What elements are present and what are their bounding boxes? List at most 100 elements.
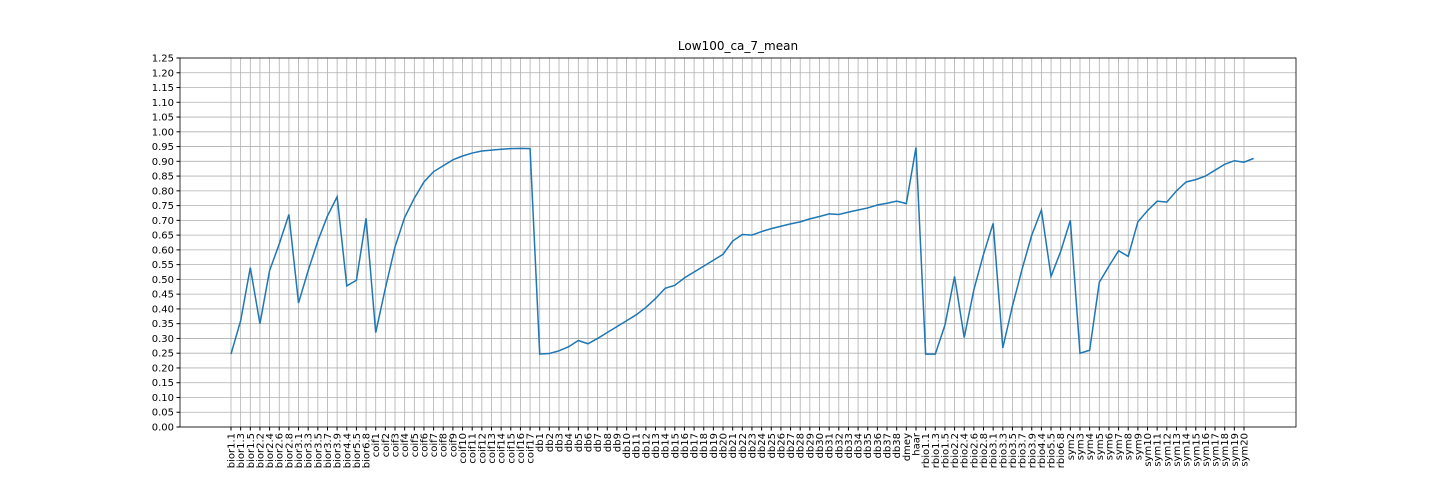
x-tick-label: db15 xyxy=(670,433,681,458)
x-tick-label: sym9 xyxy=(1133,433,1144,460)
x-tick-label: coif8 xyxy=(439,433,450,457)
x-tick-label: db34 xyxy=(854,433,865,458)
x-tick-label: db22 xyxy=(738,433,749,458)
x-tick-label: db5 xyxy=(574,433,585,452)
x-tick-label: db25 xyxy=(767,433,778,458)
x-tick-label: sym15 xyxy=(1191,433,1202,467)
x-tick-label: db18 xyxy=(699,433,710,458)
x-tick-label: coif14 xyxy=(497,433,508,464)
y-tick-label: 0.25 xyxy=(152,349,174,360)
y-tick-label: 0.55 xyxy=(152,260,174,271)
x-tick-label: bior5.5 xyxy=(352,433,363,468)
y-tick-label: 1.25 xyxy=(152,54,174,65)
x-tick-label: rbio2.2 xyxy=(950,433,961,468)
x-tick-label: db7 xyxy=(593,433,604,452)
y-tick-label: 1.20 xyxy=(152,68,174,79)
y-tick-label: 0.95 xyxy=(152,142,174,153)
x-tick-label: rbio3.1 xyxy=(989,433,1000,468)
x-tick-label: bior1.5 xyxy=(246,433,257,468)
x-tick-label: db31 xyxy=(825,433,836,458)
x-tick-label: bior2.6 xyxy=(275,433,286,468)
x-tick-label: sym13 xyxy=(1172,433,1183,467)
x-tick-label: rbio1.3 xyxy=(931,433,942,468)
x-tick-label: coif17 xyxy=(526,433,537,464)
x-tick-label: coif16 xyxy=(516,433,527,464)
x-tick-label: sym17 xyxy=(1211,433,1222,467)
y-tick-label: 1.15 xyxy=(152,83,174,94)
x-tick-label: sym8 xyxy=(1124,433,1135,460)
x-tick-label: sym19 xyxy=(1230,433,1241,467)
y-tick-label: 0.10 xyxy=(152,393,174,404)
x-tick-label: rbio3.5 xyxy=(1008,433,1019,468)
x-tick-label: rbio4.4 xyxy=(1037,433,1048,468)
x-tick-label: sym12 xyxy=(1162,433,1173,467)
x-tick-label: db36 xyxy=(873,433,884,458)
x-tick-label: sym10 xyxy=(1143,433,1154,467)
data-line xyxy=(230,147,1254,355)
y-tick-label: 0.30 xyxy=(152,334,174,345)
x-tick-label: bior2.8 xyxy=(284,433,295,468)
x-tick-label: db20 xyxy=(719,433,730,458)
x-tick-label: sym7 xyxy=(1114,433,1125,460)
x-tick-label: coif6 xyxy=(419,433,430,457)
y-tick-label: 0.50 xyxy=(152,275,174,286)
x-tick-label: rbio3.9 xyxy=(1027,433,1038,468)
y-tick-label: 0.70 xyxy=(152,216,174,227)
x-tick-label: sym2 xyxy=(1066,433,1077,460)
y-tick-label: 1.05 xyxy=(152,113,174,124)
x-tick-label: coif1 xyxy=(371,433,382,457)
x-tick-label: bior2.4 xyxy=(265,433,276,468)
y-tick-label: 0.35 xyxy=(152,319,174,330)
x-tick-label: db2 xyxy=(545,433,556,452)
x-tick-label: rbio2.8 xyxy=(979,433,990,468)
x-tick-label: db28 xyxy=(796,433,807,458)
x-tick-label: coif13 xyxy=(487,433,498,464)
x-tick-label: coif2 xyxy=(381,433,392,457)
x-tick-label: rbio1.1 xyxy=(921,433,932,468)
x-tick-label: bior3.9 xyxy=(333,433,344,468)
x-tick-label: rbio3.3 xyxy=(998,433,1009,468)
x-tick-label: db33 xyxy=(844,433,855,458)
plot-frame xyxy=(179,57,1297,428)
x-tick-label: db37 xyxy=(883,433,894,458)
x-tick-label: db27 xyxy=(786,433,797,458)
x-tick-label: db29 xyxy=(805,433,816,458)
x-tick-label: db30 xyxy=(815,433,826,458)
x-tick-label: bior2.2 xyxy=(255,433,266,468)
x-tick-label: coif5 xyxy=(410,433,421,457)
x-tick-label: sym11 xyxy=(1153,433,1164,467)
x-tick-label: rbio3.7 xyxy=(1018,433,1029,468)
x-tick-label: bior4.4 xyxy=(342,433,353,468)
x-tick-label: db12 xyxy=(641,433,652,458)
x-tick-label: sym6 xyxy=(1104,433,1115,460)
y-tick-label: 0.45 xyxy=(152,290,174,301)
x-tick-label: db14 xyxy=(661,433,672,458)
x-tick-label: db13 xyxy=(651,433,662,458)
x-tick-label: rbio6.8 xyxy=(1056,433,1067,468)
x-tick-label: db8 xyxy=(603,433,614,452)
x-tick-label: coif7 xyxy=(429,433,440,457)
x-tick-label: rbio5.5 xyxy=(1047,433,1058,468)
y-tick-label: 0.75 xyxy=(152,201,174,212)
x-tick-label: coif11 xyxy=(468,433,479,464)
y-tick-label: 0.05 xyxy=(152,408,174,419)
x-tick-label: bior1.1 xyxy=(227,433,238,468)
x-tick-label: rbio1.5 xyxy=(940,433,951,468)
x-tick-label: sym16 xyxy=(1201,433,1212,467)
y-tick-label: 0.60 xyxy=(152,245,174,256)
x-tick-label: sym18 xyxy=(1220,433,1231,467)
x-tick-label: bior1.3 xyxy=(236,433,247,468)
x-tick-label: db26 xyxy=(776,433,787,458)
y-tick-label: 0.40 xyxy=(152,304,174,315)
x-tick-label: db23 xyxy=(747,433,758,458)
y-tick-label: 0.85 xyxy=(152,172,174,183)
x-tick-label: coif12 xyxy=(477,433,488,464)
x-tick-label: db3 xyxy=(555,433,566,452)
x-tick-label: db10 xyxy=(622,433,633,458)
x-tick-label: bior3.5 xyxy=(313,433,324,468)
y-tick-label: 0.65 xyxy=(152,231,174,242)
x-tick-label: db24 xyxy=(757,433,768,458)
x-tick-label: sym4 xyxy=(1085,433,1096,460)
y-tick-label: 1.00 xyxy=(152,127,174,138)
